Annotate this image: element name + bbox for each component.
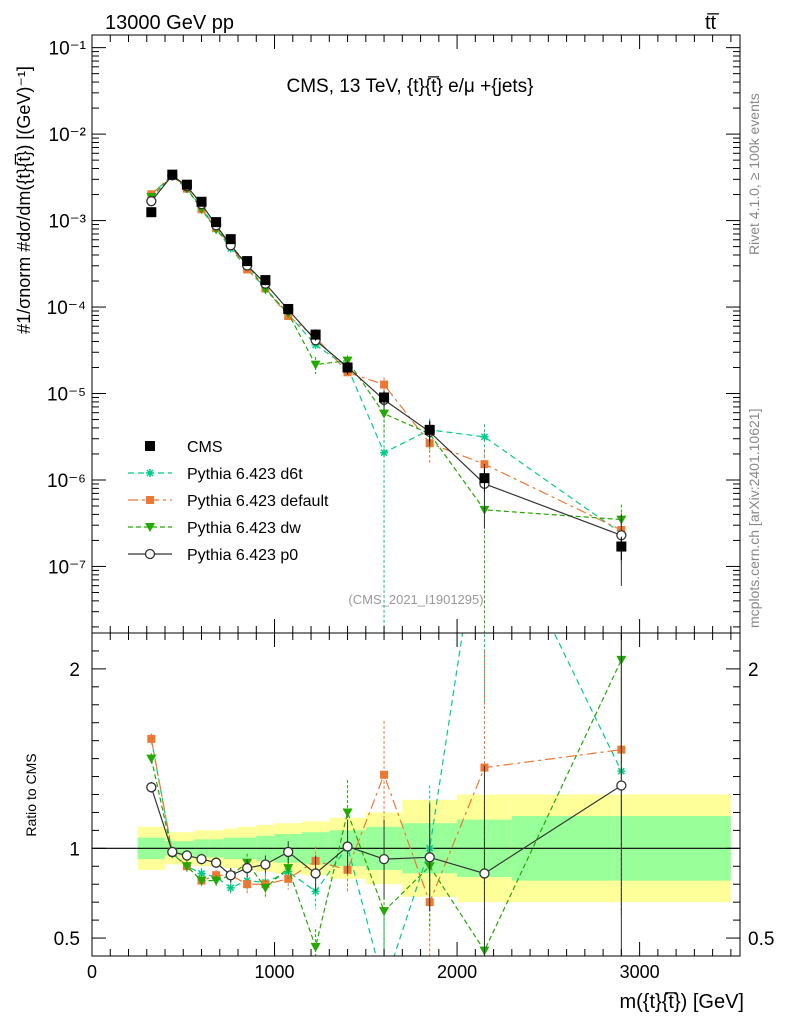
cms-data-point bbox=[211, 217, 222, 228]
legend-marker bbox=[146, 469, 154, 477]
chart-title: CMS, 13 TeV, {t}{t̅} e/μ +{jets} bbox=[286, 76, 533, 97]
data-point-pythia-6-423-dw bbox=[310, 360, 321, 370]
ratio-point-pythia-6-423-p0 bbox=[616, 780, 627, 791]
ratio-point-pythia-6-423-dw bbox=[310, 943, 321, 953]
cms-data-point bbox=[424, 424, 435, 435]
ratio-point-pythia-6-423-p0 bbox=[225, 870, 236, 881]
ratio-point-pythia-6-423-p0 bbox=[167, 846, 178, 858]
legend-label: Pythia 6.423 dw bbox=[187, 520, 301, 537]
y-tick-label: 10⁻² bbox=[49, 125, 87, 146]
ratio-point-pythia-6-423-default bbox=[380, 770, 389, 779]
y-tick-label: 10⁻¹ bbox=[49, 39, 87, 60]
y-tick-label: 10⁻⁷ bbox=[48, 557, 86, 578]
data-point-pythia-6-423-p0 bbox=[146, 196, 157, 207]
legend-marker bbox=[144, 548, 156, 560]
legend-marker bbox=[145, 523, 155, 532]
ratio-tick-label: 0.5 bbox=[54, 929, 80, 950]
ratio-point-pythia-6-423-p0 bbox=[242, 862, 253, 874]
x-tick-label: 0 bbox=[87, 962, 97, 982]
ratio-point-pythia-6-423-p0 bbox=[342, 841, 353, 852]
data-point-pythia-6-423-d6t bbox=[380, 448, 389, 457]
legend-label: CMS bbox=[187, 439, 223, 456]
mcplots-label: mcplots.cern.ch [arXiv:2401.10621] bbox=[746, 409, 762, 628]
ratio-point-pythia-6-423-dw bbox=[379, 907, 390, 917]
y-tick-label: 10⁻³ bbox=[49, 212, 87, 233]
legend-label: Pythia 6.423 p0 bbox=[187, 547, 298, 564]
main-panel: 10⁻¹ 10⁻² 10⁻³ 10⁻⁴ 10⁻⁵ 10⁻⁶ 10⁻⁷ CMS, 13 TeV… bbox=[14, 34, 741, 634]
star-stroke bbox=[381, 984, 387, 990]
analysis-id: (CMS_2021_I1901295) bbox=[348, 592, 483, 607]
main-frame bbox=[91, 34, 741, 634]
ratio-point-pythia-6-423-p0 bbox=[260, 859, 271, 870]
legend-marker bbox=[146, 496, 154, 504]
ratio-point-pythia-6-423-d6t bbox=[226, 883, 235, 892]
x-tick-label: 1000 bbox=[255, 962, 295, 982]
ratio-point-pythia-6-423-dw bbox=[260, 883, 271, 893]
data-point-pythia-6-423-dw bbox=[342, 356, 353, 366]
ratio-point-pythia-6-423-dw bbox=[342, 808, 353, 818]
ratio-point-pythia-6-423-dw bbox=[196, 876, 207, 886]
ratio-point-pythia-6-423-dw bbox=[211, 876, 222, 886]
x-tick-label: 2000 bbox=[437, 962, 477, 982]
ratio-panel: 0 1000 2000 3000 2 2 1 0.5 0.5 Ratio to CMS m({t… bbox=[23, 632, 774, 1013]
x-tick-label: 3000 bbox=[620, 962, 660, 982]
ratio-point-pythia-6-423-p0 bbox=[424, 852, 435, 863]
rivet-label: Rivet 4.1.0, ≥ 100k events bbox=[746, 93, 762, 255]
ratio-tick-label-right: 2 bbox=[748, 660, 759, 681]
cms-data-point bbox=[196, 196, 207, 207]
legend-label: Pythia 6.423 default bbox=[187, 493, 329, 510]
ratio-point-pythia-6-423-p0 bbox=[210, 857, 222, 868]
star-stroke bbox=[227, 884, 235, 892]
process-label: tt̅ bbox=[705, 12, 719, 34]
ratio-tick-label: 2 bbox=[69, 660, 80, 681]
data-point-pythia-6-423-dw bbox=[379, 409, 390, 419]
star-stroke bbox=[197, 869, 206, 877]
legend-marker bbox=[145, 441, 155, 451]
beam-label: 13000 GeV pp bbox=[105, 12, 234, 34]
data-point-pythia-6-423-d6t bbox=[480, 432, 489, 441]
ratio-point-pythia-6-423-d6t bbox=[380, 983, 388, 991]
cms-data-point bbox=[146, 207, 157, 218]
ratio-point-pythia-6-423-p0 bbox=[196, 853, 207, 865]
cms-data-point bbox=[342, 362, 353, 373]
ratio-point-pythia-6-423-default bbox=[243, 880, 252, 889]
star-stroke bbox=[146, 469, 154, 477]
cms-data-point bbox=[181, 179, 192, 190]
ratio-point-pythia-6-423-p0 bbox=[479, 868, 490, 879]
x-axis-label: m({t}{t̅}) [GeV] bbox=[619, 991, 744, 1013]
star-stroke bbox=[380, 449, 388, 457]
ratio-point-pythia-6-423-p0 bbox=[378, 853, 390, 865]
y-tick-label: 10⁻⁴ bbox=[47, 298, 86, 319]
cms-data-point bbox=[479, 473, 490, 484]
star-stroke bbox=[381, 984, 387, 990]
y-tick-label: 10⁻⁶ bbox=[47, 471, 86, 492]
cms-data-point bbox=[225, 234, 236, 245]
ratio-point-pythia-6-423-dw bbox=[181, 862, 192, 872]
ratio-point-pythia-6-423-dw bbox=[146, 754, 157, 764]
data-point-pythia-6-423-default bbox=[380, 380, 389, 389]
y-axis-label: #1/σnorm #dσ/dm({t}{t̅}) [(GeV)⁻¹] bbox=[14, 66, 34, 334]
ratio-point-pythia-6-423-p0 bbox=[283, 846, 294, 858]
ratio-point-pythia-6-423-p0 bbox=[310, 868, 321, 879]
cms-data-point bbox=[167, 169, 178, 180]
cms-data-point bbox=[616, 541, 627, 552]
ratio-point-pythia-6-423-default bbox=[147, 734, 156, 743]
cms-data-point bbox=[310, 329, 321, 340]
cms-data-point bbox=[260, 275, 271, 286]
ratio-point-pythia-6-423-p0 bbox=[181, 850, 193, 861]
ratio-point-pythia-6-423-p0 bbox=[146, 782, 157, 793]
cms-data-point bbox=[379, 392, 390, 403]
ratio-tick-label-right: 0.5 bbox=[748, 929, 774, 950]
ratio-point-pythia-6-423-dw bbox=[283, 864, 294, 874]
legend-label: Pythia 6.423 d6t bbox=[187, 466, 303, 483]
ratio-tick-label: 1 bbox=[69, 839, 80, 860]
cms-data-point bbox=[242, 256, 253, 267]
y-tick-label: 10⁻⁵ bbox=[47, 385, 86, 406]
legend: CMS Pythia 6.423 d6t Pythia 6.423 default P… bbox=[128, 439, 329, 564]
cms-data-point bbox=[283, 303, 294, 314]
ratio-axis-label: Ratio to CMS bbox=[23, 753, 39, 836]
star-stroke bbox=[480, 433, 488, 441]
